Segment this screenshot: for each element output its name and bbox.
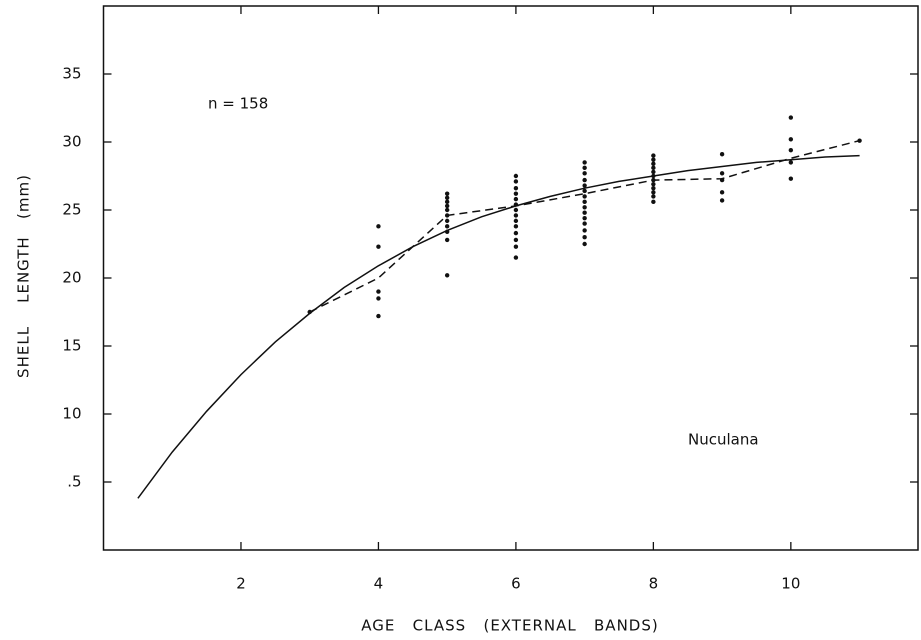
- data-point: [651, 190, 656, 195]
- data-point: [513, 213, 519, 218]
- data-point: [582, 194, 587, 199]
- data-point: [513, 207, 519, 213]
- data-point: [651, 194, 656, 199]
- data-point: [582, 215, 587, 221]
- y-tick-label: 15: [62, 337, 81, 355]
- data-point: [651, 157, 656, 162]
- plot-frame: [102, 5, 919, 551]
- data-point: [444, 224, 450, 229]
- data-point: [582, 188, 587, 194]
- data-point: [582, 210, 587, 215]
- x-tick-label: 10: [781, 575, 800, 593]
- data-point: [582, 235, 587, 240]
- data-point: [788, 137, 794, 142]
- data-point: [444, 237, 450, 243]
- x-tick-label: 6: [511, 575, 521, 593]
- data-point: [651, 165, 656, 171]
- annotation: Nuculana: [688, 431, 759, 449]
- data-point: [719, 152, 725, 157]
- data-point: [444, 203, 450, 209]
- y-tick-label: 20: [62, 269, 81, 287]
- data-point: [788, 176, 794, 181]
- data-point: [444, 191, 450, 196]
- data-point: [444, 195, 450, 200]
- data-point: [719, 190, 725, 195]
- data-point: [582, 177, 587, 183]
- data-point: [444, 199, 450, 205]
- data-point: [651, 181, 656, 187]
- y-tick-label: 30: [62, 133, 81, 151]
- data-point: [719, 171, 725, 176]
- x-tick-label: 4: [374, 575, 384, 593]
- data-point: [651, 169, 656, 175]
- data-point: [788, 160, 794, 165]
- data-point: [376, 289, 381, 294]
- x-axis-label: AGE CLASS (EXTERNAL BANDS): [361, 617, 658, 635]
- data-point: [513, 230, 519, 236]
- data-point: [376, 296, 381, 301]
- data-point: [513, 218, 519, 224]
- data-point: [651, 186, 656, 191]
- y-axis-label: SHELL LENGTH (mm): [15, 174, 33, 378]
- x-tick-label: 2: [236, 575, 246, 593]
- data-point: [651, 199, 656, 205]
- data-point: [513, 186, 519, 191]
- y-tick-label: .5: [67, 473, 81, 491]
- data-point: [582, 205, 587, 210]
- data-point: [582, 199, 587, 205]
- data-point: [582, 221, 587, 226]
- y-tick-label: 10: [62, 405, 81, 423]
- data-point: [376, 224, 381, 229]
- data-point: [582, 183, 587, 188]
- data-point: [513, 179, 519, 184]
- data-point: [788, 147, 794, 153]
- data-point: [444, 207, 450, 213]
- y-tick-label: 25: [62, 201, 81, 219]
- data-point: [719, 198, 725, 203]
- data-point: [513, 196, 519, 202]
- data-point: [582, 171, 587, 176]
- data-point: [513, 244, 519, 249]
- data-point: [513, 224, 519, 229]
- data-point: [513, 173, 519, 179]
- data-point: [513, 191, 519, 196]
- data-point: [513, 237, 519, 243]
- data-point: [513, 255, 519, 260]
- data-point: [582, 241, 587, 247]
- data-point: [582, 228, 587, 233]
- y-tick-label: 35: [62, 65, 81, 83]
- data-point: [651, 161, 656, 166]
- data-point: [444, 273, 450, 278]
- data-point: [582, 160, 587, 165]
- data-point: [444, 218, 450, 224]
- data-point: [651, 153, 656, 158]
- mean-line: [309, 139, 860, 313]
- fitted-curve: [137, 154, 860, 499]
- data-point: [788, 115, 794, 120]
- data-point: [582, 165, 587, 171]
- data-point: [376, 313, 381, 319]
- x-tick-label: 8: [649, 575, 659, 593]
- data-point: [376, 244, 381, 249]
- annotation: n = 158: [208, 95, 268, 113]
